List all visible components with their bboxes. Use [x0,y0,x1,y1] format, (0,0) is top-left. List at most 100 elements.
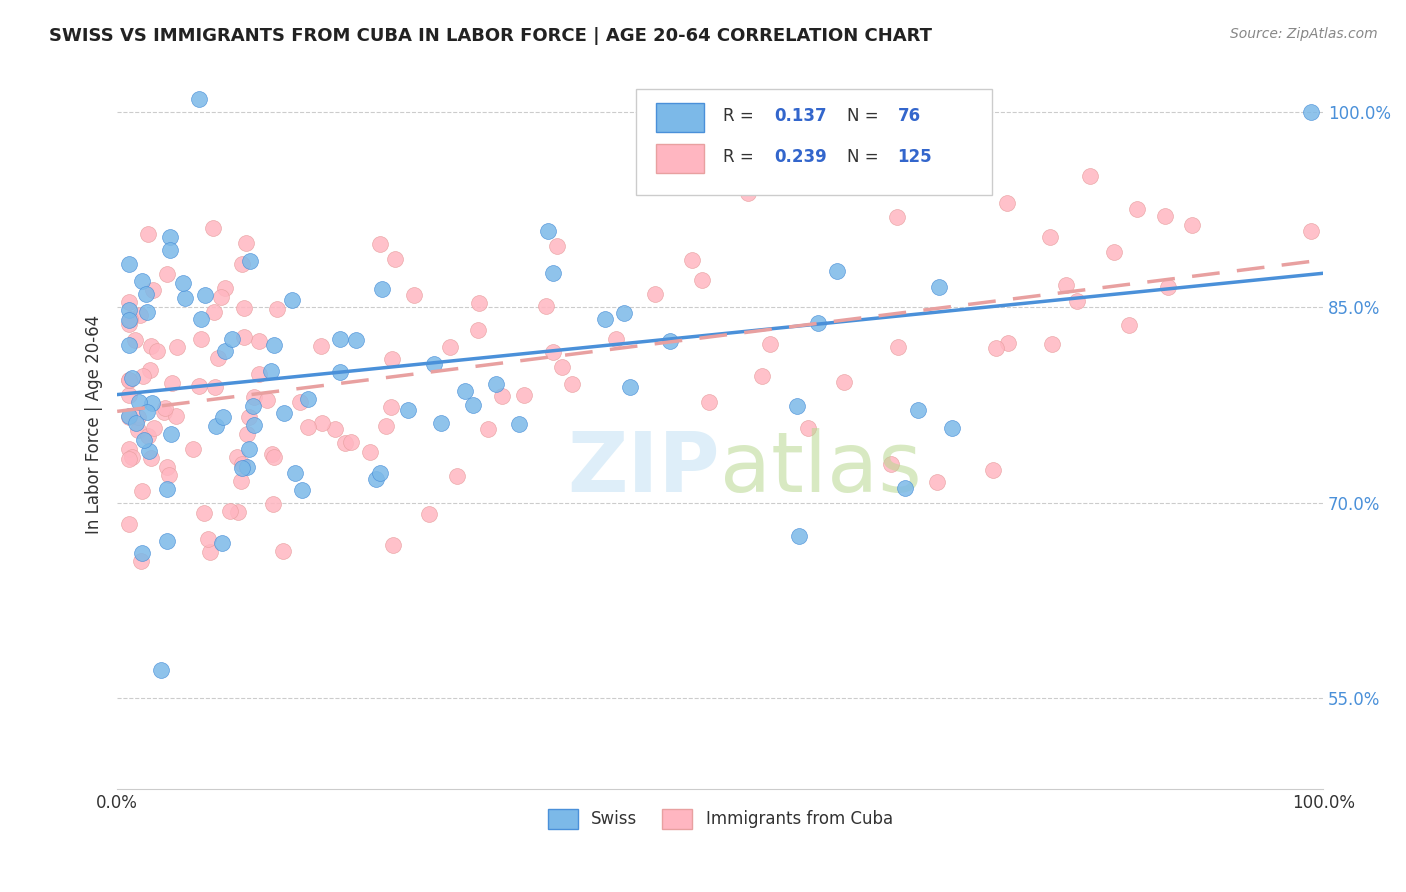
Point [190,312,212,326]
Point [260,447,283,461]
Point [335,436,357,450]
Point [262,497,284,511]
Point [129,554,152,568]
Point [242,390,264,404]
Point [235,235,257,250]
Point [1039,229,1062,244]
Point [311,416,333,430]
Point [340,435,363,450]
Point [659,334,682,348]
Point [139,362,162,376]
Point [118,303,141,318]
Point [546,239,568,253]
Point [1299,104,1322,119]
Point [118,388,141,402]
Point [329,365,352,379]
Point [165,409,187,423]
Point [697,395,720,409]
Point [384,252,406,267]
Point [136,429,159,443]
Point [202,305,225,319]
Point [1157,280,1180,294]
Text: Source: ZipAtlas.com: Source: ZipAtlas.com [1230,27,1378,41]
Point [681,252,703,267]
Point [118,373,141,387]
Point [875,162,897,177]
Point [128,395,150,409]
Point [907,403,929,417]
Point [491,389,513,403]
Point [121,371,143,385]
Point [118,338,141,352]
Point [226,506,249,520]
Point [121,450,143,465]
Point [149,664,172,678]
Point [156,267,179,281]
Text: ZIP: ZIP [568,427,720,508]
Point [453,384,475,399]
Point [1126,202,1149,216]
Point [131,483,153,498]
Point [1154,209,1177,223]
Text: SWISS VS IMMIGRANTS FROM CUBA IN LABOR FORCE | AGE 20-64 CORRELATION CHART: SWISS VS IMMIGRANTS FROM CUBA IN LABOR F… [49,27,932,45]
Point [690,273,713,287]
Point [159,229,181,244]
Point [118,517,141,532]
Point [297,420,319,434]
Point [541,266,564,280]
Point [323,422,346,436]
FancyBboxPatch shape [636,89,991,194]
Point [259,364,281,378]
Point [880,178,903,193]
Point [226,450,249,465]
Point [827,264,849,278]
Point [995,195,1018,210]
Point [229,475,252,489]
Point [368,467,391,481]
Point [194,287,217,301]
Point [153,401,176,416]
Point [368,237,391,252]
Point [120,312,142,326]
Text: N =: N = [846,148,883,166]
Point [127,423,149,437]
Point [280,293,302,307]
Point [423,357,446,371]
Point [271,544,294,558]
Point [508,417,530,431]
Point [263,338,285,352]
Point [439,340,461,354]
Point [1299,224,1322,238]
Point [941,421,963,435]
Point [124,333,146,347]
Point [1118,318,1140,332]
Point [156,460,179,475]
Point [644,287,666,301]
Point [204,380,226,394]
Point [613,306,636,320]
Point [238,442,260,456]
Point [605,332,627,346]
Point [221,332,243,346]
Point [1181,218,1204,232]
Text: 0.137: 0.137 [775,107,827,125]
Point [359,445,381,459]
Point [188,92,211,106]
Point [243,418,266,433]
Point [446,468,468,483]
Point [329,332,352,346]
Point [886,210,908,224]
Point [928,280,950,294]
Point [463,398,485,412]
Point [236,426,259,441]
Point [396,402,419,417]
Point [786,399,808,413]
Point [211,536,233,550]
Point [143,421,166,435]
FancyBboxPatch shape [657,103,704,132]
Point [297,392,319,407]
Point [1102,244,1125,259]
Point [198,545,221,559]
Point [118,317,141,331]
Point [242,399,264,413]
